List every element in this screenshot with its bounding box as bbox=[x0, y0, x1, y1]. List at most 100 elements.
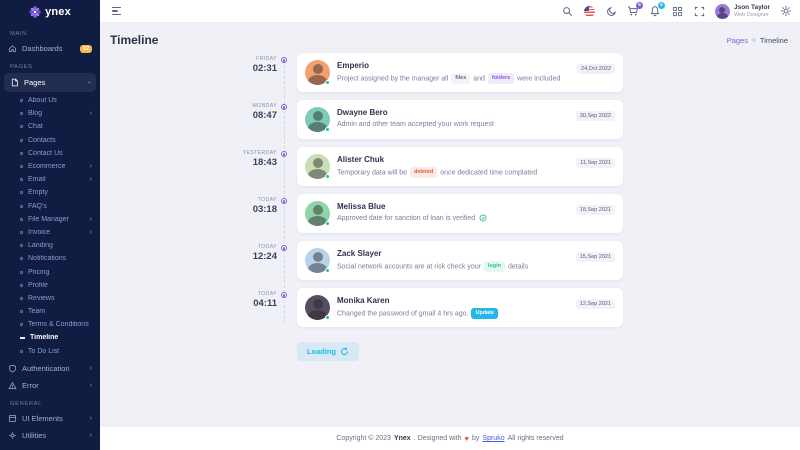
submenu-item-profile[interactable]: Profile bbox=[0, 279, 100, 292]
avatar bbox=[305, 60, 330, 85]
timeline-day: TODAY bbox=[257, 244, 277, 250]
sidebar-category-main: Main bbox=[10, 31, 27, 37]
footer-by: by bbox=[472, 435, 480, 442]
breadcrumb-pages-link[interactable]: Pages bbox=[726, 35, 749, 45]
sidebar-item-ui-elements[interactable]: UI Elements › bbox=[0, 410, 100, 427]
sidebar-item-dashboards[interactable]: Dashboards 12 bbox=[0, 40, 100, 57]
brand-name: ynex bbox=[45, 6, 71, 18]
timeline-day: MONDAY bbox=[252, 103, 277, 109]
sidebar-item-authentication[interactable]: Authentication › bbox=[0, 360, 100, 377]
footer-designed: . Designed with bbox=[413, 435, 462, 442]
sidebar-item-pages[interactable]: Pages › bbox=[4, 73, 96, 92]
user-menu[interactable]: Json Taylor Web Designer bbox=[714, 3, 770, 19]
chevron-right-icon: › bbox=[89, 110, 92, 118]
timeline-row: TODAY 12:24 Zack Slayer Social network ac… bbox=[232, 241, 623, 280]
timeline-row: FRIDAY 02:31 Emperio Project assigned by … bbox=[232, 53, 623, 92]
notifications-bell-icon[interactable]: 6 bbox=[649, 1, 665, 18]
submenu-item-chat[interactable]: Chat bbox=[0, 120, 100, 133]
timeline-marker-icon bbox=[280, 151, 287, 157]
timeline-date-badge: 30,Sep 2022 bbox=[575, 111, 615, 121]
language-flag-icon[interactable] bbox=[583, 5, 596, 18]
loading-button[interactable]: Loading bbox=[296, 342, 360, 361]
shield-icon bbox=[9, 364, 16, 373]
online-status-dot bbox=[324, 267, 330, 273]
fullscreen-icon[interactable] bbox=[693, 5, 706, 18]
sidebar-category-general: General bbox=[10, 400, 42, 407]
submenu-item-pricing[interactable]: Pricing bbox=[0, 265, 100, 278]
user-name: Json Taylor bbox=[733, 3, 770, 11]
check-circle-icon bbox=[479, 214, 487, 222]
chevron-right-icon: › bbox=[89, 228, 92, 236]
submenu-item-ecommerce[interactable]: Ecommerce › bbox=[0, 160, 100, 173]
submenu-item-terms-conditions[interactable]: Terms & Conditions bbox=[0, 318, 100, 331]
submenu-item-file-manager[interactable]: File Manager › bbox=[0, 213, 100, 226]
sidebar-item-error[interactable]: Error › bbox=[0, 377, 100, 394]
settings-gear-icon[interactable] bbox=[779, 5, 792, 18]
tool-icon bbox=[9, 431, 16, 439]
submenu-item-contact-us[interactable]: Contact Us bbox=[0, 147, 100, 160]
breadcrumb: Pages » Timeline bbox=[727, 36, 788, 45]
footer-brand: Ynex bbox=[393, 435, 411, 442]
submenu-item-faqs[interactable]: FAQ's bbox=[0, 200, 100, 213]
sidebar-toggle-button[interactable] bbox=[112, 6, 121, 16]
sidebar-item-label: UI Elements bbox=[22, 413, 63, 423]
brand-logo[interactable]: ynex bbox=[0, 0, 100, 24]
chevron-down-icon: › bbox=[85, 81, 93, 84]
timeline-row: TODAY 04:11 Monika Karen Changed the pass… bbox=[232, 288, 623, 327]
timeline-description: Admin and other team accepted your work … bbox=[337, 120, 494, 128]
bullet-icon bbox=[20, 349, 23, 353]
submenu-item-empty[interactable]: Empty bbox=[0, 186, 100, 199]
submenu-item-timeline[interactable]: Timeline bbox=[0, 331, 100, 344]
active-dash-icon bbox=[20, 337, 25, 339]
submenu-item-blog[interactable]: Blog › bbox=[0, 107, 100, 120]
submenu-item-contacts[interactable]: Contacts bbox=[0, 134, 100, 147]
submenu-item-landing[interactable]: Landing bbox=[0, 239, 100, 252]
file-icon bbox=[11, 78, 18, 87]
bullet-icon bbox=[20, 296, 23, 300]
submenu-item-team[interactable]: Team bbox=[0, 305, 100, 318]
bullet-icon bbox=[20, 217, 23, 221]
chevron-right-icon: › bbox=[89, 414, 92, 422]
timeline-marker-icon bbox=[280, 57, 287, 63]
timeline-date-badge: 11,Sep 2021 bbox=[576, 158, 615, 168]
sidebar-item-label: Error bbox=[22, 380, 39, 390]
bullet-icon bbox=[20, 138, 23, 142]
submenu-item-reviews[interactable]: Reviews bbox=[0, 292, 100, 305]
timeline-description: Approved date for sanction of loan is ve… bbox=[337, 214, 487, 225]
timeline-card: Monika Karen Changed the password of gma… bbox=[297, 288, 623, 327]
ynex-flower-logo-icon bbox=[29, 6, 41, 18]
submenu-item-to-do-list[interactable]: To Do List bbox=[0, 345, 100, 358]
timeline-description: Changed the password of gmail 4 hrs ago.… bbox=[337, 307, 499, 320]
chevron-right-icon: › bbox=[89, 381, 92, 389]
cart-icon[interactable]: 5 bbox=[627, 1, 643, 18]
chevron-right-icon: › bbox=[89, 215, 92, 223]
timeline-row: TODAY 03:18 Melissa Blue Approved date fo… bbox=[232, 194, 623, 233]
bullet-icon bbox=[20, 191, 23, 195]
bullet-icon bbox=[20, 310, 23, 314]
online-status-dot bbox=[324, 173, 330, 179]
avatar bbox=[305, 107, 330, 132]
submenu-item-notifications[interactable]: Notifications bbox=[0, 252, 100, 265]
warning-triangle-icon bbox=[8, 381, 17, 389]
bullet-icon bbox=[20, 99, 23, 103]
timeline-row: YESTERDAY 18:43 Alister Chuk Temporary da… bbox=[232, 147, 623, 186]
submenu-item-invoice[interactable]: Invoice › bbox=[0, 226, 100, 239]
timeline-time: 12:24 bbox=[252, 251, 277, 262]
spruko-link[interactable]: Spruko bbox=[482, 435, 505, 442]
sidebar-item-label: Authentication bbox=[22, 363, 70, 373]
online-status-dot bbox=[324, 220, 330, 226]
timeline-time: 02:31 bbox=[252, 63, 277, 74]
chevron-right-icon: › bbox=[89, 163, 92, 171]
sidebar-item-utilities[interactable]: Utilities › bbox=[0, 427, 100, 444]
submenu-item-about-us[interactable]: About Us bbox=[0, 94, 100, 107]
breadcrumb-current: Timeline bbox=[759, 35, 788, 45]
deleted-badge: deleted bbox=[409, 166, 438, 179]
timeline-user-name: Emperio bbox=[337, 61, 370, 70]
footer: Copyright © 2023 Ynex . Designed with ♥ … bbox=[100, 427, 800, 450]
apps-grid-icon[interactable] bbox=[671, 5, 684, 18]
timeline-user-name: Dwayne Bero bbox=[337, 108, 388, 117]
timeline-user-name: Zack Slayer bbox=[337, 249, 382, 258]
submenu-item-email[interactable]: Email › bbox=[0, 173, 100, 186]
dark-mode-moon-icon[interactable] bbox=[605, 5, 618, 18]
search-icon[interactable] bbox=[561, 5, 574, 18]
